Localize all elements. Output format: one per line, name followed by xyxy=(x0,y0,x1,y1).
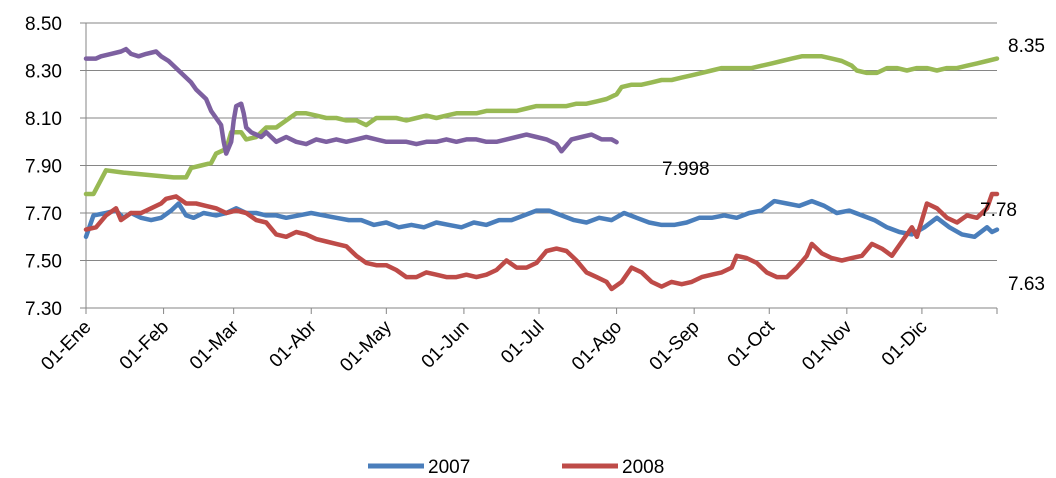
x-tick-label: 01-Dic xyxy=(878,317,932,371)
annotation-green-end: 8.35 xyxy=(1008,36,1045,57)
legend-label-2008: 2008 xyxy=(622,457,664,478)
x-tick-label: 01-Abr xyxy=(266,316,322,372)
y-tick-label: 8.10 xyxy=(25,109,62,130)
series-line-3 xyxy=(83,46,619,156)
x-tick-label: 01-May xyxy=(336,316,396,376)
legend-label-2007: 2007 xyxy=(428,457,470,478)
series-line-1 xyxy=(83,191,1000,292)
y-tick-label: 7.70 xyxy=(25,204,62,225)
x-tick-labels: 01-Ene 01-Feb 01-Mar 01-Abr 01-May 01-Jun 01-J… xyxy=(37,316,931,376)
x-tick-label: 01-Mar xyxy=(186,316,244,374)
y-tick-labels: 7.30 7.50 7.70 7.90 8.10 8.30 8.50 xyxy=(25,14,62,320)
y-tick-label: 7.90 xyxy=(25,157,62,178)
x-tick-label: 01-Oct xyxy=(724,316,780,372)
y-tick-label: 8.30 xyxy=(25,62,62,83)
legend: 2007 2008 xyxy=(368,457,664,478)
y-tick-label: 7.50 xyxy=(25,252,62,273)
x-tick-label: 01-Jun xyxy=(418,317,474,373)
x-tick-label: 01-Ago xyxy=(568,317,626,375)
annotation-2008-end: 7.78 xyxy=(980,200,1017,221)
x-tick-label: 01-Sep xyxy=(646,317,704,375)
annotation-purple-end: 7.998 xyxy=(662,159,710,180)
x-tick-label: 01-Jul xyxy=(497,317,548,368)
series-line-2 xyxy=(83,54,1000,197)
x-tick-label: 01-Feb xyxy=(116,317,173,374)
series-line-0 xyxy=(83,198,1000,240)
y-tick-label: 7.30 xyxy=(25,299,62,320)
x-tick-label: 01-Ene xyxy=(37,317,95,375)
x-tick-label: 01-Nov xyxy=(798,316,857,375)
y-tick-label: 8.50 xyxy=(25,14,62,35)
series-lines xyxy=(83,46,1000,292)
annotation-2007-end: 7.63 xyxy=(1008,274,1045,295)
axes xyxy=(80,22,998,314)
